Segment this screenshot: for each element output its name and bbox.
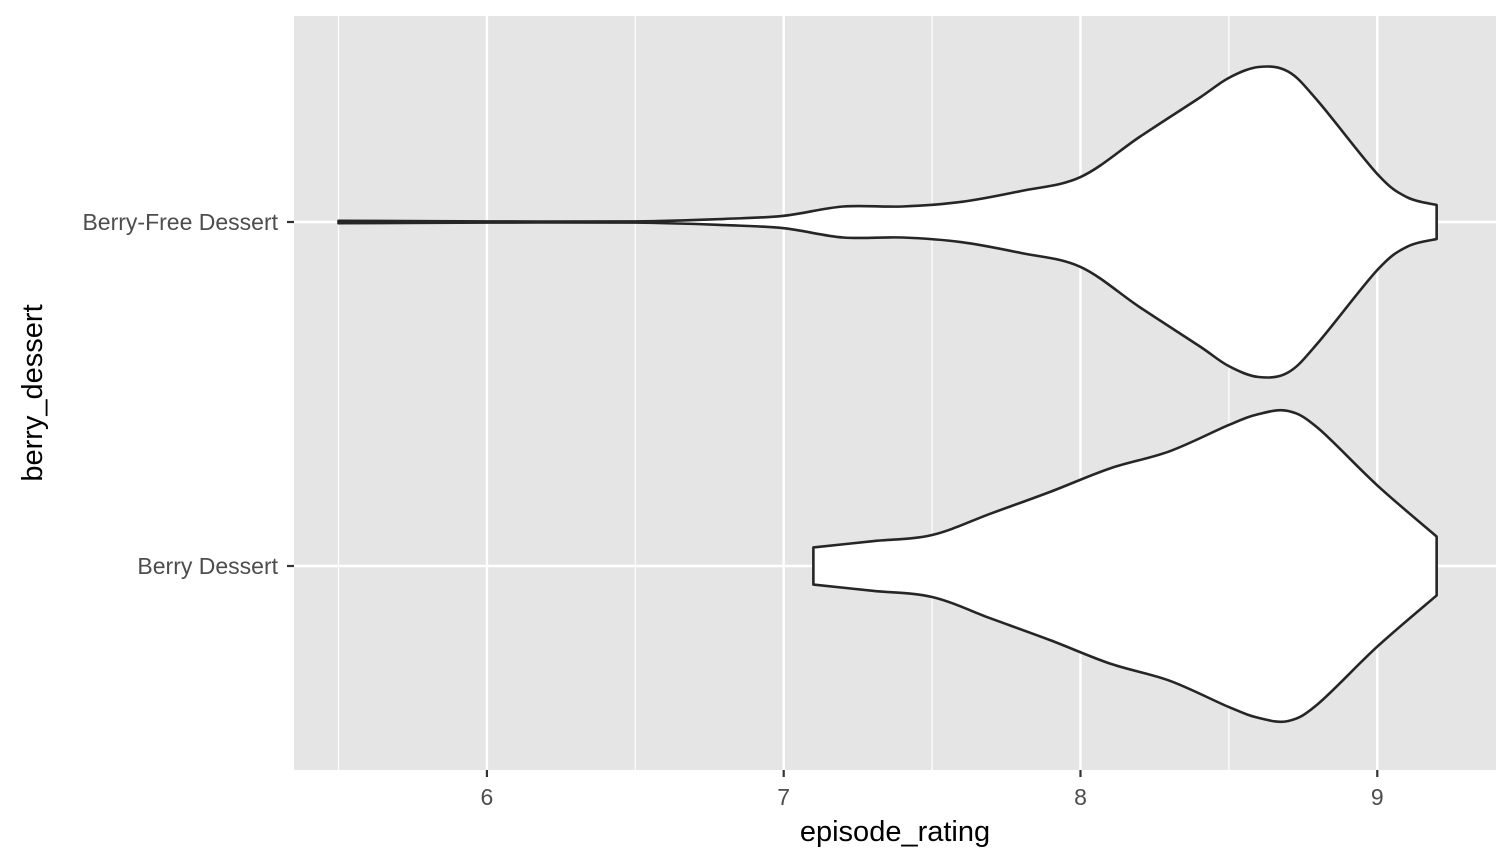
- x-tick-label: 8: [1074, 784, 1087, 810]
- axes: 6 7 8 9 Berry-Free Dessert Berry Dessert: [82, 209, 1383, 810]
- x-axis-title: episode_rating: [800, 816, 990, 848]
- y-axis-title: berry_dessert: [17, 304, 49, 481]
- violin-berry-dessert: [812, 408, 1438, 724]
- y-tick-label: Berry Dessert: [137, 553, 278, 579]
- violin-berry-free-dessert: [337, 65, 1438, 379]
- violins: [337, 65, 1438, 724]
- x-tick-label: 6: [481, 784, 494, 810]
- y-tick-label: Berry-Free Dessert: [82, 209, 278, 235]
- x-tick-label: 9: [1371, 784, 1384, 810]
- x-tick-label: 7: [777, 784, 790, 810]
